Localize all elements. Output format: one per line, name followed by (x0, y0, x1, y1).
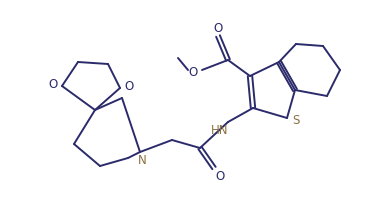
Text: O: O (213, 21, 223, 35)
Text: O: O (48, 78, 58, 90)
Text: HN: HN (211, 123, 229, 137)
Text: S: S (292, 114, 300, 126)
Text: O: O (188, 66, 197, 80)
Text: O: O (124, 80, 134, 93)
Text: O: O (215, 169, 225, 182)
Text: N: N (138, 154, 146, 166)
